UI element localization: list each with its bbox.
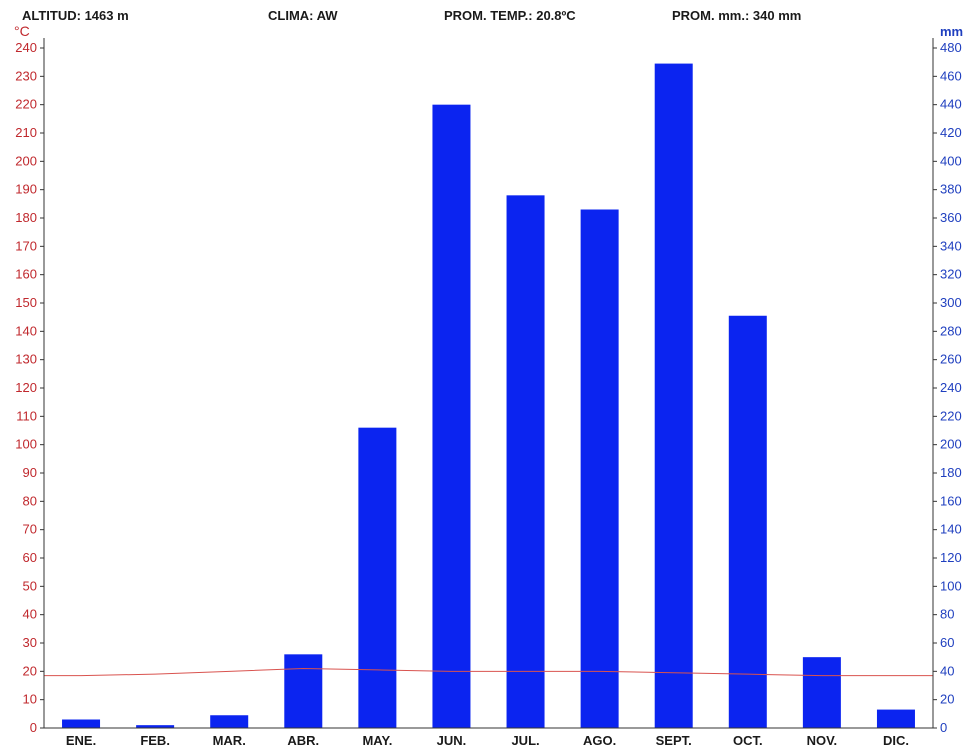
left-tick-label: 30	[23, 635, 37, 650]
right-tick-label: 140	[940, 522, 962, 537]
left-tick-label: 60	[23, 550, 37, 565]
precip-bar-11	[802, 657, 841, 728]
right-tick-label: 0	[940, 720, 947, 735]
right-tick-label: 260	[940, 352, 962, 367]
avg-temperature-label: PROM. TEMP.: 20.8ºC	[444, 8, 576, 23]
right-tick-label: 20	[940, 692, 954, 707]
precipitation-bars	[62, 63, 915, 729]
month-label: OCT.	[733, 733, 763, 748]
left-tick-label: 140	[15, 323, 37, 338]
right-tick-label: 100	[940, 578, 962, 593]
left-tick-label: 180	[15, 210, 37, 225]
climate-label: CLIMA: AW	[268, 8, 338, 23]
left-axis-unit: °C	[14, 23, 30, 39]
precip-bar-4	[284, 654, 323, 728]
left-tick-label: 160	[15, 267, 37, 282]
left-tick-label: 130	[15, 352, 37, 367]
month-label: NOV.	[807, 733, 838, 748]
left-tick-label: 220	[15, 97, 37, 112]
precip-bar-2	[136, 725, 175, 728]
right-tick-label: 300	[940, 295, 962, 310]
right-tick-label: 420	[940, 125, 962, 140]
left-tick-label: 150	[15, 295, 37, 310]
month-label: FEB.	[140, 733, 170, 748]
right-tick-label: 120	[940, 550, 962, 565]
right-tick-label: 40	[940, 663, 954, 678]
avg-precipitation-label: PROM. mm.: 340 mm	[672, 8, 802, 23]
left-tick-label: 210	[15, 125, 37, 140]
header-stats: ALTITUD: 1463 m CLIMA: AW PROM. TEMP.: 2…	[0, 6, 973, 28]
month-label: SEPT.	[656, 733, 692, 748]
month-label: JUL.	[511, 733, 539, 748]
left-tick-label: 110	[16, 408, 37, 423]
left-tick-label: 10	[23, 692, 37, 707]
right-tick-label: 80	[940, 607, 954, 622]
precip-bar-10	[728, 315, 767, 728]
precip-bar-3	[210, 715, 249, 728]
month-label: JUN.	[437, 733, 467, 748]
right-tick-label: 280	[940, 323, 962, 338]
precip-bar-12	[876, 709, 915, 728]
left-tick-label: 230	[15, 68, 37, 83]
right-tick-label: 400	[940, 153, 962, 168]
precip-bar-1	[62, 719, 101, 728]
altitude-label: ALTITUD: 1463 m	[22, 8, 129, 23]
right-tick-label: 380	[940, 182, 962, 197]
month-label: AGO.	[583, 733, 616, 748]
month-label: ABR.	[287, 733, 319, 748]
left-tick-label: 240	[15, 40, 37, 55]
precip-bar-9	[654, 63, 693, 729]
right-axis-unit: mm	[940, 24, 963, 39]
right-tick-label: 480	[940, 40, 962, 55]
tick-labels: 0 10 20 30 40 50 60 70 80 90 100 110 120 130 140 150 160…	[15, 40, 961, 748]
precip-bar-5	[358, 427, 397, 728]
temperature-line	[44, 667, 933, 677]
right-tick-label: 320	[940, 267, 962, 282]
axes	[40, 38, 937, 729]
left-tick-label: 40	[23, 607, 37, 622]
right-tick-label: 200	[940, 437, 962, 452]
right-tick-label: 360	[940, 210, 962, 225]
right-tick-label: 240	[940, 380, 962, 395]
month-label: DIC.	[883, 733, 909, 748]
month-label: MAR.	[213, 733, 246, 748]
right-tick-label: 460	[940, 68, 962, 83]
month-label: MAY.	[362, 733, 392, 748]
right-tick-label: 220	[940, 408, 962, 423]
month-label: ENE.	[66, 733, 96, 748]
left-tick-label: 0	[30, 720, 37, 735]
right-tick-label: 180	[940, 465, 962, 480]
left-tick-label: 50	[23, 578, 37, 593]
temperature-series-line	[44, 667, 933, 677]
left-tick-label: 80	[23, 493, 37, 508]
left-tick-label: 70	[23, 522, 37, 537]
left-tick-label: 100	[15, 437, 37, 452]
right-tick-label: 160	[940, 493, 962, 508]
precip-bar-6	[432, 104, 471, 728]
right-tick-label: 60	[940, 635, 954, 650]
left-tick-label: 20	[23, 663, 37, 678]
right-tick-label: 340	[940, 238, 962, 253]
right-tick-label: 440	[940, 97, 962, 112]
precip-bar-8	[580, 209, 619, 728]
precip-bar-7	[506, 195, 545, 729]
left-tick-label: 200	[15, 153, 37, 168]
left-tick-label: 120	[15, 380, 37, 395]
left-tick-label: 90	[23, 465, 37, 480]
left-tick-label: 190	[15, 182, 37, 197]
left-tick-label: 170	[15, 238, 37, 253]
